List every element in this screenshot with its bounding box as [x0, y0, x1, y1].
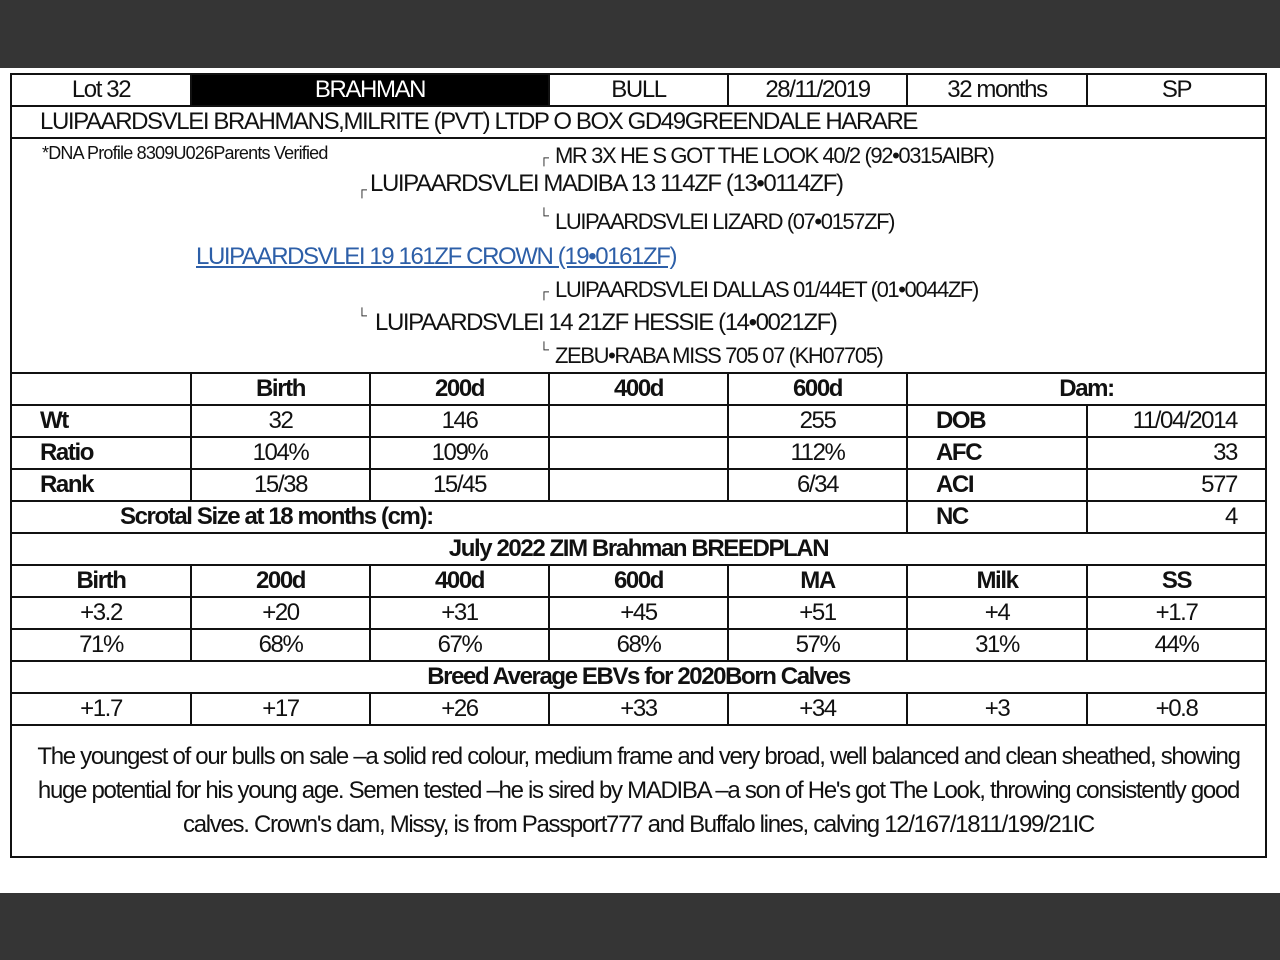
ebv-header-row: Birth 200d 400d 600d MA Milk SS: [10, 564, 1267, 598]
perf-header-row: Birth 200d 400d 600d Dam:: [10, 372, 1267, 406]
dam-label: Dam:: [906, 372, 1267, 406]
dam-value: 577: [1086, 468, 1267, 502]
ebv-col: 600d: [548, 564, 729, 598]
pedigree: *DNA Profile 8309U026Parents Verified ┌ …: [10, 137, 1267, 374]
cell: 104%: [190, 436, 371, 470]
table-row: Wt 32 146 255 DOB 11/04/2014: [10, 404, 1267, 438]
ebv-accuracy: 71%: [10, 628, 192, 662]
dam-value: 33: [1086, 436, 1267, 470]
avg-value: +0.8: [1086, 692, 1267, 726]
dam-sire: LUIPAARDSVLEI DALLAS 01/44ET (01•0044ZF): [555, 277, 979, 302]
breed: BRAHMAN: [190, 73, 550, 107]
cell: 15/38: [190, 468, 371, 502]
ebv-value: +45: [548, 596, 729, 630]
breed-average-title: Breed Average EBVs for 2020Born Calves: [10, 660, 1267, 694]
ebv-title: July 2022 ZIM Brahman BREEDPLAN: [10, 532, 1267, 566]
code: SP: [1086, 73, 1267, 107]
avg-value: +33: [548, 692, 729, 726]
col-200d: 200d: [369, 372, 550, 406]
ebv-value: +51: [727, 596, 908, 630]
dam-key: AFC: [906, 436, 1088, 470]
bracket-icon: ┌: [539, 283, 549, 299]
bracket-icon: └: [357, 307, 367, 323]
ebv-accuracy: 31%: [906, 628, 1088, 662]
bracket-icon: ┌: [357, 181, 367, 197]
ebv-value: +20: [190, 596, 371, 630]
row-label: Ratio: [10, 436, 192, 470]
col-600d: 600d: [727, 372, 908, 406]
ebv-col: Birth: [10, 564, 192, 598]
dam-value: 4: [1086, 500, 1267, 534]
ebv-accuracy: 57%: [727, 628, 908, 662]
dam-dam: ZEBU•RABA MISS 705 07 (KH07705): [555, 343, 884, 368]
ebv-accuracy: 44%: [1086, 628, 1267, 662]
avg-value: +1.7: [10, 692, 192, 726]
bracket-icon: ┌: [539, 149, 549, 165]
ebv-col: Milk: [906, 564, 1088, 598]
lot-number: Lot 32: [10, 73, 192, 107]
table-row: Ratio 104% 109% 112% AFC 33: [10, 436, 1267, 470]
dam-value: 11/04/2014: [1086, 404, 1267, 438]
ebv-values-row: +3.2 +20 +31 +45 +51 +4 +1.7: [10, 596, 1267, 630]
bracket-icon: └: [539, 207, 549, 223]
ebv-col: MA: [727, 564, 908, 598]
sire-sire: MR 3X HE S GOT THE LOOK 40/2 (92•0315AIB…: [555, 143, 995, 168]
lot-card: Lot 32 BRAHMAN BULL 28/11/2019 32 months…: [10, 73, 1267, 858]
col-birth: Birth: [190, 372, 371, 406]
bottom-dark-bar: [0, 893, 1280, 960]
scrotal-label: Scrotal Size at 18 months (cm):: [10, 500, 908, 534]
ebv-col: 200d: [190, 564, 371, 598]
cell: [548, 468, 729, 502]
owner: LUIPAARDSVLEI BRAHMANS,MILRITE (PVT) LTD…: [10, 105, 1267, 139]
sex: BULL: [548, 73, 729, 107]
empty-cell: [10, 372, 192, 406]
ebv-value: +1.7: [1086, 596, 1267, 630]
ebv-value: +4: [906, 596, 1088, 630]
avg-value: +3: [906, 692, 1088, 726]
avg-value: +26: [369, 692, 550, 726]
top-dark-bar: [0, 0, 1280, 68]
table-row: Rank 15/38 15/45 6/34 ACI 577: [10, 468, 1267, 502]
birth-date: 28/11/2019: [727, 73, 908, 107]
ebv-accuracy-row: 71% 68% 67% 68% 57% 31% 44%: [10, 628, 1267, 662]
dam: LUIPAARDSVLEI 14 21ZF HESSIE (14•0021ZF): [375, 309, 838, 336]
row-label: Wt: [10, 404, 192, 438]
age: 32 months: [906, 73, 1088, 107]
description: The youngest of our bulls on sale –a sol…: [10, 724, 1267, 858]
ebv-accuracy: 67%: [369, 628, 550, 662]
scrotal-row: Scrotal Size at 18 months (cm): NC 4: [10, 500, 1267, 534]
row-label: Rank: [10, 468, 192, 502]
col-400d: 400d: [548, 372, 729, 406]
cell: 32: [190, 404, 371, 438]
dam-key: DOB: [906, 404, 1088, 438]
cell: [548, 436, 729, 470]
avg-value: +17: [190, 692, 371, 726]
header-row: Lot 32 BRAHMAN BULL 28/11/2019 32 months…: [10, 73, 1267, 107]
cell: 112%: [727, 436, 908, 470]
dam-key: ACI: [906, 468, 1088, 502]
cell: 6/34: [727, 468, 908, 502]
ebv-value: +31: [369, 596, 550, 630]
bracket-icon: └: [539, 341, 549, 357]
animal-name-link[interactable]: LUIPAARDSVLEI 19 161ZF CROWN (19•0161ZF): [196, 243, 678, 270]
ebv-value: +3.2: [10, 596, 192, 630]
sire-dam: LUIPAARDSVLEI LIZARD (07•0157ZF): [555, 209, 895, 234]
cell: 255: [727, 404, 908, 438]
ebv-col: 400d: [369, 564, 550, 598]
breed-average-row: +1.7 +17 +26 +33 +34 +3 +0.8: [10, 692, 1267, 726]
avg-value: +34: [727, 692, 908, 726]
cell: 109%: [369, 436, 550, 470]
ebv-accuracy: 68%: [190, 628, 371, 662]
cell: 146: [369, 404, 550, 438]
cell: 15/45: [369, 468, 550, 502]
cell: [548, 404, 729, 438]
dna-profile: *DNA Profile 8309U026Parents Verified: [42, 143, 328, 163]
sire: LUIPAARDSVLEI MADIBA 13 114ZF (13•0114ZF…: [370, 170, 844, 197]
ebv-col: SS: [1086, 564, 1267, 598]
dam-key: NC: [906, 500, 1088, 534]
ebv-accuracy: 68%: [548, 628, 729, 662]
